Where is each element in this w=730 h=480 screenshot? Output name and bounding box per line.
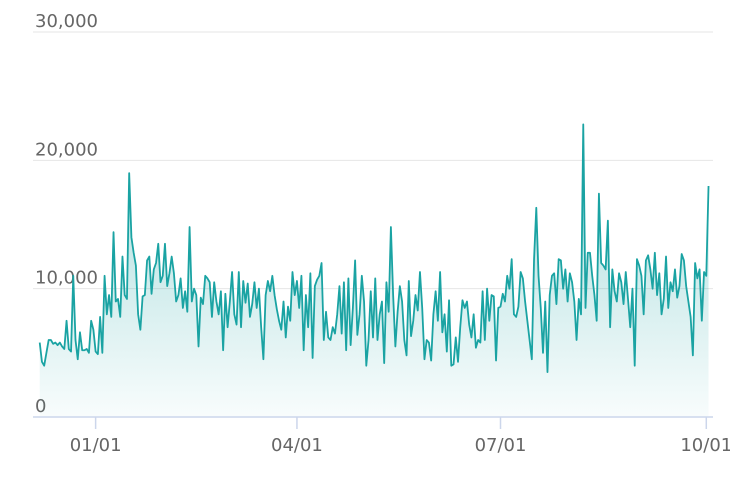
y-tick-label: 10,000 [35,268,98,289]
x-tick-label: 04/01 [271,435,323,456]
y-tick-label: 30,000 [35,11,98,32]
line [38,123,710,373]
x-tick-label: 07/01 [475,435,527,456]
area-fill [39,124,709,418]
x-tick-label: 01/01 [70,435,122,456]
y-tick-label: 20,000 [35,139,98,160]
x-tick-label: 10/01 [680,435,730,456]
